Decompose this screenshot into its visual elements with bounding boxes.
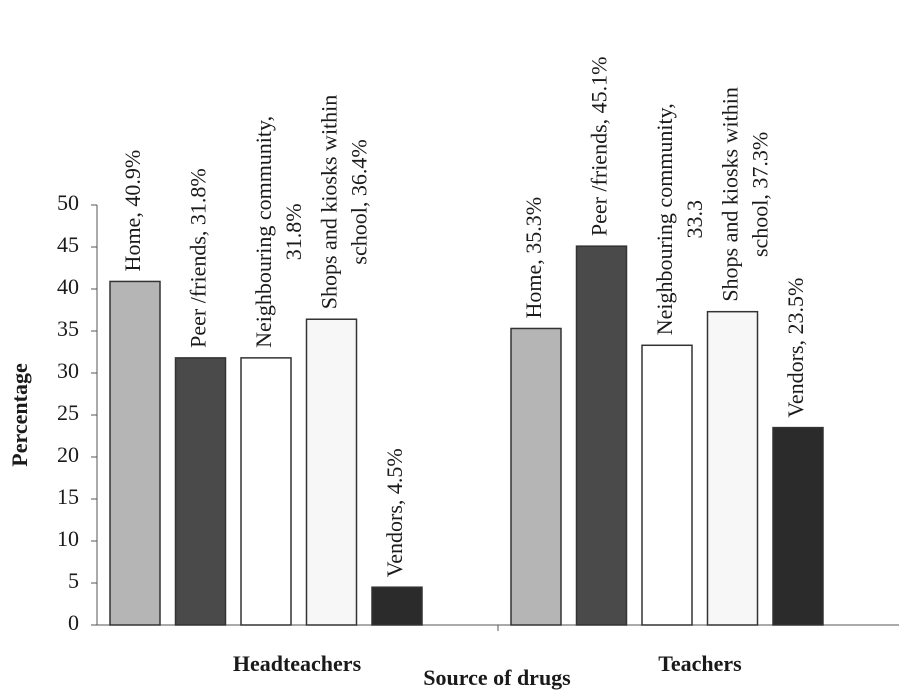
x-axis-label: Source of drugs	[423, 665, 571, 690]
y-axis-label: Percentage	[7, 363, 32, 467]
data-label: Neighbouring community,	[652, 103, 677, 335]
data-label: 31.8%	[281, 203, 306, 260]
data-label: Vendors, 4.5%	[382, 448, 407, 577]
x-tick-label: Teachers	[658, 651, 742, 676]
y-tick-label: 5	[68, 568, 79, 593]
data-label: school, 36.4%	[347, 139, 372, 264]
bar	[305, 318, 358, 626]
y-tick-label: 25	[57, 400, 79, 425]
bar	[772, 426, 824, 626]
data-label: Shops and kiosks within	[317, 95, 342, 310]
bar	[240, 357, 292, 626]
data-label: Shops and kiosks within	[718, 87, 743, 302]
data-label: Peer /friends, 45.1%	[587, 57, 612, 237]
y-tick-label: 15	[57, 484, 79, 509]
y-tick-label: 0	[68, 610, 79, 635]
y-tick-label: 50	[57, 190, 79, 215]
y-tick-label: 20	[57, 442, 79, 467]
y-tick-label: 10	[57, 526, 79, 551]
bar	[575, 245, 628, 626]
bar	[109, 280, 161, 626]
bar	[371, 586, 423, 626]
bar	[174, 357, 227, 626]
bar	[510, 327, 562, 626]
data-label: 33.3	[682, 200, 707, 239]
x-tick-label: Headteachers	[233, 651, 362, 676]
y-tick-label: 45	[57, 232, 79, 257]
y-tick-label: 40	[57, 274, 79, 299]
data-label: Vendors, 23.5%	[783, 278, 808, 418]
data-label: Peer /friends, 31.8%	[186, 168, 211, 348]
y-tick-label: 30	[57, 358, 79, 383]
bar	[641, 344, 693, 626]
data-label: school, 37.3%	[748, 132, 773, 257]
bar	[706, 310, 759, 626]
data-label: Home, 35.3%	[521, 197, 546, 319]
data-label: Home, 40.9%	[120, 150, 145, 272]
y-tick-label: 35	[57, 316, 79, 341]
data-label: Neighbouring community,	[251, 116, 276, 348]
